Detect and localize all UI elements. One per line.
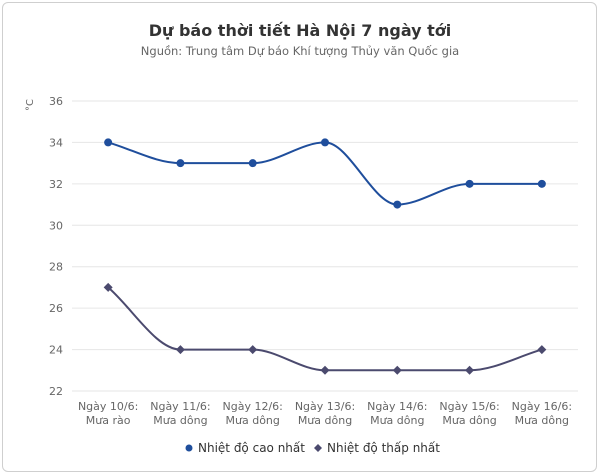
data-point-high[interactable]	[321, 138, 329, 147]
y-tick-label: 36	[49, 95, 63, 108]
legend-marker-circle	[185, 444, 193, 452]
y-tick-label: 24	[49, 344, 63, 357]
data-point-high[interactable]	[465, 179, 474, 188]
legend-label: Nhiệt độ cao nhất	[198, 441, 305, 455]
data-point-high[interactable]	[104, 138, 113, 147]
chart-subtitle: Nguồn: Trung tâm Dự báo Khí tượng Thủy v…	[141, 44, 459, 58]
legend-marker-diamond	[314, 444, 322, 452]
x-tick-label: Ngày 14/6: Mưa dông	[367, 400, 427, 427]
data-point-low[interactable]	[392, 365, 402, 375]
x-tick-label: Ngày 15/6: Mưa dông	[439, 400, 499, 427]
data-point-low[interactable]	[465, 365, 475, 375]
x-tick-label: Ngày 13/6: Mưa dông	[295, 400, 355, 427]
y-tick-label: 32	[49, 178, 63, 191]
y-axis-unit: °C	[25, 99, 36, 111]
data-point-low[interactable]	[537, 345, 547, 355]
series-line-low	[107, 286, 543, 372]
y-tick-label: 28	[49, 261, 63, 274]
legend-item-low[interactable]: Nhiệt độ thấp nhất	[314, 441, 440, 455]
legend-item-high[interactable]: Nhiệt độ cao nhất	[185, 441, 306, 455]
x-tick-label: Ngày 12/6: Mưa dông	[223, 400, 283, 427]
y-tick-label: 30	[49, 219, 63, 232]
x-tick-label: Ngày 16/6: Mưa dông	[512, 400, 572, 427]
x-tick-label: Ngày 10/6: Mưa rào	[78, 400, 138, 427]
x-tick-label: Ngày 11/6: Mưa dông	[150, 400, 210, 427]
y-tick-label: 22	[49, 385, 63, 398]
y-tick-label: 34	[49, 136, 63, 149]
data-point-low[interactable]	[248, 345, 258, 355]
data-point-high[interactable]	[393, 200, 402, 209]
data-point-high[interactable]	[176, 159, 185, 168]
series-line-high	[107, 141, 542, 206]
legend-label: Nhiệt độ thấp nhất	[327, 441, 440, 455]
data-point-low[interactable]	[103, 282, 113, 292]
data-point-low[interactable]	[320, 365, 330, 375]
line-chart: Dự báo thời tiết Hà Nội 7 ngày tới Nguồn…	[25, 21, 578, 455]
chart-title: Dự báo thời tiết Hà Nội 7 ngày tới	[149, 21, 452, 40]
y-tick-label: 26	[49, 302, 63, 315]
data-point-high[interactable]	[248, 159, 257, 168]
data-point-low[interactable]	[175, 345, 185, 355]
data-point-high[interactable]	[537, 179, 546, 188]
chart-card: Dự báo thời tiết Hà Nội 7 ngày tới Nguồn…	[2, 2, 597, 472]
